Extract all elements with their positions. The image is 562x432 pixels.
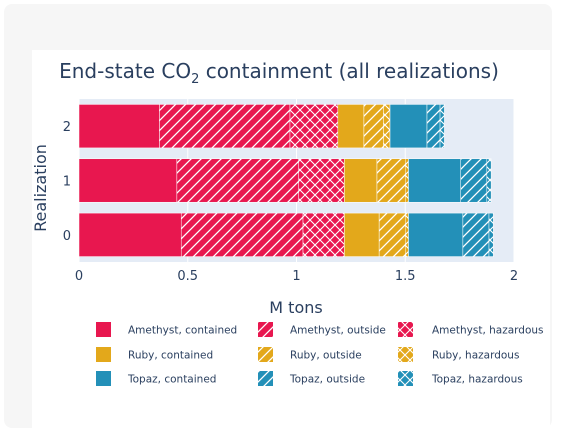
bar-segment [289,104,339,149]
legend-label: Amethyst, outside [290,325,386,337]
bar-segment [460,158,488,203]
legend-item: Amethyst, hazardous [398,322,544,337]
x-axis-title: M tons [269,298,322,317]
bar-segment [159,104,291,149]
bar-segment [408,158,461,203]
bar-segment [78,212,182,257]
y-tick-label: 0 [63,229,71,244]
bar-segment [486,158,492,203]
legend-item: Ruby, outside [258,347,362,362]
legend-label: Topaz, outside [289,374,365,386]
bar-segment [344,212,380,257]
x-tick-label: 0.5 [177,269,198,284]
bar-segment [78,158,178,203]
bar-segment [337,104,365,149]
legend-label: Amethyst, hazardous [432,325,544,337]
bar-segment [344,158,378,203]
y-tick-label: 2 [63,120,71,135]
bar-segment [389,104,428,149]
legend-item: Amethyst, outside [258,322,386,337]
bar-segment [302,212,345,257]
legend-label: Ruby, hazardous [432,350,519,362]
bar-segment [408,212,464,257]
bar-segment [298,158,345,203]
legend-label: Ruby, outside [290,350,362,362]
legend-swatch [398,322,413,337]
y-axis-title: Realization [31,144,50,232]
legend-label: Ruby, contained [128,350,213,362]
legend-swatch [258,322,273,337]
bar-segment [363,104,384,149]
bar-segment [383,104,391,149]
legend-label: Amethyst, contained [128,325,237,337]
legend-swatch [96,322,111,337]
legend-item: Topaz, outside [258,371,365,386]
chart-title: End-state CO2 containment (all realizati… [59,59,499,87]
legend-item: Ruby, contained [96,347,213,362]
bar-segment [405,158,409,203]
legend-swatch [398,347,413,362]
legend-swatch [96,347,111,362]
legend-label: Topaz, hazardous [431,374,523,386]
bar-segment [176,158,299,203]
bar-segment [439,104,445,149]
x-tick-label: 1 [292,269,300,284]
legend-item: Ruby, hazardous [398,347,519,362]
y-tick-label: 1 [63,175,71,190]
legend-item: Topaz, hazardous [398,371,523,386]
legend-label: Topaz, contained [127,374,216,386]
bar-segment [405,212,409,257]
legend-item: Topaz, contained [96,371,216,386]
bar-segment [426,104,441,149]
bar-segment [376,158,406,203]
legend-swatch [398,371,413,386]
legend: Amethyst, contained Amethyst, outside Amet… [96,322,544,386]
bar-segment [180,212,304,257]
legend-swatch [258,347,273,362]
legend-swatch [96,371,111,386]
x-tick-label: 2 [510,269,518,284]
bar-segment [378,212,406,257]
bar-segment [488,212,494,257]
x-tick-label: 0 [75,269,83,284]
x-tick-label: 1.5 [395,269,416,284]
legend-swatch [258,371,273,386]
legend-item: Amethyst, contained [96,322,237,337]
bar-segment [78,104,160,149]
bar-segment [462,212,490,257]
